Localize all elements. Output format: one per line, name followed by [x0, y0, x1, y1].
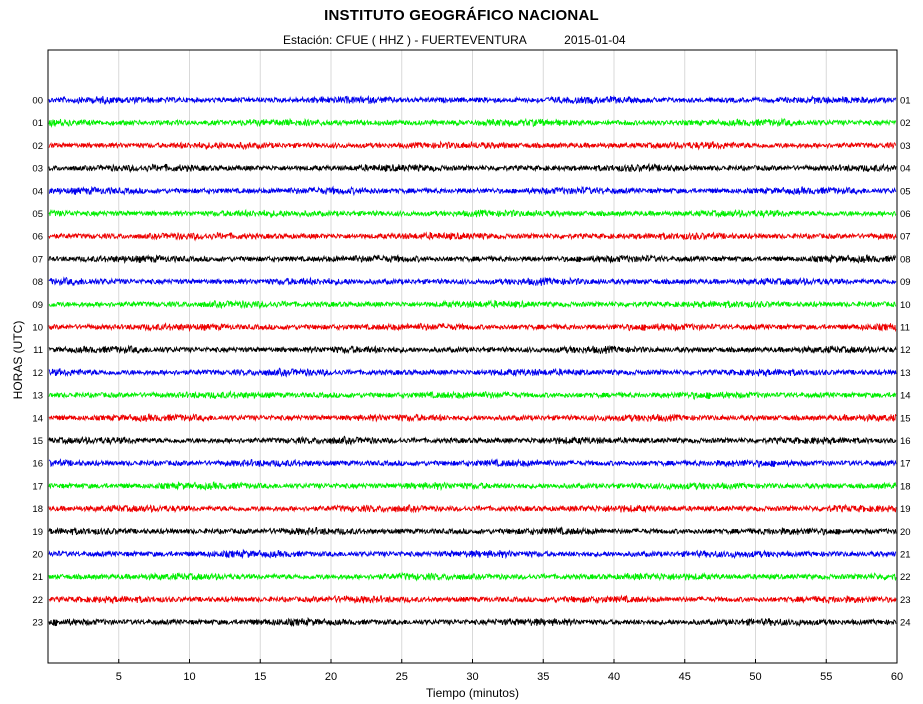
hour-label-left: 14 [32, 413, 43, 424]
seismic-trace [48, 208, 897, 219]
chart-title: INSTITUTO GEOGRÁFICO NACIONAL [324, 7, 599, 24]
hour-label-left: 22 [32, 595, 43, 606]
hour-label-right: 07 [900, 232, 911, 243]
hour-label-left: 09 [32, 300, 43, 311]
seismic-trace [48, 276, 897, 287]
seismic-trace [48, 571, 897, 582]
hour-label-right: 10 [900, 300, 911, 311]
hour-label-left: 01 [32, 118, 43, 129]
y-axis-label: HORAS (UTC) [11, 321, 25, 400]
seismic-trace [48, 594, 897, 605]
x-tick-label: 10 [183, 671, 195, 683]
seismic-trace [48, 435, 897, 446]
hour-label-left: 00 [32, 96, 43, 107]
seismic-trace [48, 390, 897, 401]
hour-label-right: 23 [900, 595, 911, 606]
x-tick-label: 5 [116, 671, 122, 683]
hour-label-right: 22 [900, 572, 911, 583]
x-axis-ticks: 5 10 15 20 25 30 35 40 45 50 55 60 [116, 659, 903, 683]
hour-label-right: 11 [900, 323, 910, 334]
hour-label-left: 12 [32, 368, 43, 379]
hour-label-right: 17 [900, 459, 911, 470]
hour-label-right: 03 [900, 141, 911, 152]
seismic-trace [48, 94, 897, 106]
x-tick-label: 35 [537, 671, 549, 683]
hour-label-left: 04 [32, 186, 43, 197]
hour-label-right: 21 [900, 550, 911, 561]
hour-label-left: 10 [32, 323, 43, 334]
hour-label-right: 01 [900, 96, 911, 107]
x-tick-label: 15 [254, 671, 266, 683]
hour-label-left: 06 [32, 232, 43, 243]
hour-label-right: 14 [900, 391, 911, 402]
hour-label-left: 20 [32, 550, 43, 561]
hour-label-left: 18 [32, 504, 43, 515]
hour-label-left: 05 [32, 209, 43, 220]
chart-subtitle: Estación: CFUE ( HHZ ) - FUERTEVENTURA 2… [283, 33, 626, 47]
hour-label-right: 05 [900, 186, 911, 197]
seismic-trace [48, 162, 897, 174]
x-axis-label: Tiempo (minutos) [426, 686, 519, 700]
seismic-trace [48, 231, 897, 242]
seismic-trace [48, 253, 897, 265]
date-label: 2015-01-04 [564, 33, 626, 47]
seismic-trace [48, 458, 897, 469]
hour-label-right: 18 [900, 481, 911, 492]
seismic-trace [48, 413, 897, 423]
seismic-trace [48, 140, 896, 151]
hour-label-left: 21 [32, 572, 43, 583]
x-tick-label: 45 [679, 671, 691, 683]
hour-label-left: 23 [32, 618, 43, 629]
x-tick-label: 55 [820, 671, 832, 683]
left-hour-labels: 00 01 02 03 04 05 06 07 08 09 10 11 12 13 14 15 16 17 18 19… [32, 96, 43, 629]
hour-label-left: 17 [32, 481, 43, 492]
x-tick-label: 25 [396, 671, 408, 683]
hour-label-left: 19 [32, 527, 43, 538]
seismic-trace [48, 117, 897, 128]
seismic-trace [48, 526, 897, 536]
hour-label-right: 12 [900, 345, 911, 356]
x-tick-label: 50 [749, 671, 761, 683]
hour-label-left: 07 [32, 254, 43, 265]
seismic-trace [48, 185, 897, 197]
hour-label-left: 03 [32, 164, 43, 175]
hour-label-right: 19 [900, 504, 911, 515]
x-tick-label: 60 [891, 671, 903, 683]
seismic-trace [48, 344, 897, 355]
x-tick-label: 40 [608, 671, 620, 683]
hour-label-right: 06 [900, 209, 911, 220]
hour-label-right: 09 [900, 277, 911, 288]
hour-label-right: 04 [900, 164, 911, 175]
hour-label-left: 16 [32, 459, 43, 470]
hour-label-left: 02 [32, 141, 43, 152]
station-label: Estación: CFUE ( HHZ ) - FUERTEVENTURA [283, 33, 527, 47]
hour-label-left: 15 [32, 436, 43, 447]
seismic-trace [48, 548, 897, 560]
hour-label-right: 08 [900, 254, 911, 265]
seismic-trace [48, 322, 897, 333]
right-hour-labels: 01 02 03 04 05 06 07 08 09 10 11 12 13 14 15 16 17 18 19 20… [900, 96, 911, 629]
hour-label-right: 24 [900, 618, 911, 629]
hour-label-right: 02 [900, 118, 911, 129]
x-tick-label: 20 [325, 671, 337, 683]
hour-label-left: 13 [32, 391, 43, 402]
seismic-trace [48, 299, 897, 310]
seismic-trace [48, 367, 897, 378]
hour-label-left: 11 [33, 345, 43, 356]
x-tick-label: 30 [466, 671, 478, 683]
hour-label-right: 20 [900, 527, 911, 538]
seismic-trace [48, 481, 897, 492]
hour-label-left: 08 [32, 277, 43, 288]
grid-lines [118, 50, 827, 663]
seismic-traces [48, 94, 897, 628]
hour-label-right: 15 [900, 413, 911, 424]
hour-label-right: 16 [900, 436, 911, 447]
seismic-trace [48, 503, 897, 514]
seismic-trace [48, 616, 897, 628]
hour-label-right: 13 [900, 368, 911, 379]
